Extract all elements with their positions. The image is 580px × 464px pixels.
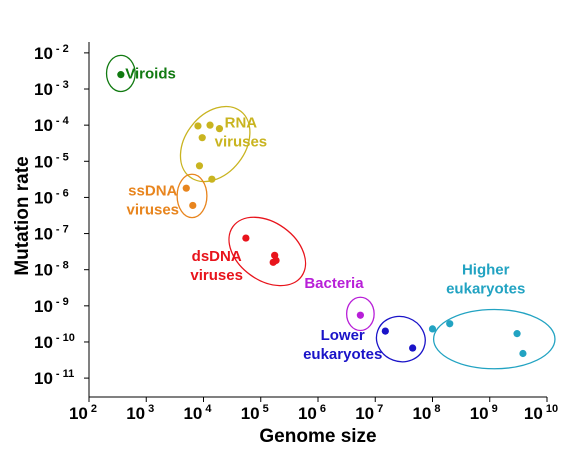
- point-higher-eukaryotes-3: [513, 330, 521, 338]
- y-tick-label: 10- 3: [34, 79, 69, 99]
- x-tick-label: 10 4: [183, 403, 212, 423]
- x-tick-label: 10 10: [524, 403, 558, 423]
- point-rna-viruses-3: [215, 125, 224, 133]
- axes: [88, 42, 547, 398]
- y-tick-label: 10- 4: [34, 115, 70, 135]
- y-tick-label: 10- 6: [34, 187, 69, 207]
- x-tick-label: 10 3: [126, 403, 154, 423]
- label-dsdna-viruses: dsDNA viruses: [190, 248, 243, 284]
- label-higher-eukaryotes: Higher eukaryotes: [446, 262, 525, 298]
- region-rna-viruses: [179, 105, 251, 183]
- point-higher-eukaryotes-1: [428, 325, 437, 333]
- y-tick-label: 10- 2: [34, 43, 69, 63]
- point-rna-viruses-4: [198, 134, 206, 142]
- region-ssdna-viruses: [176, 173, 208, 219]
- x-ticks: 10 2 10 3 10 4 10 5 10 6 10 7 10 8 10 9 10 10: [69, 397, 558, 423]
- y-tick-label: 10- 11: [34, 368, 74, 388]
- point-rna-viruses-5: [195, 162, 204, 170]
- x-tick-label: 10 6: [298, 403, 326, 423]
- x-tick-label: 10 5: [241, 403, 269, 423]
- y-tick-label: 10- 10: [34, 332, 75, 352]
- y-axis-title: Mutation rate: [12, 156, 33, 275]
- region-viroids: [105, 54, 136, 93]
- y-tick-label: 10- 8: [34, 260, 69, 280]
- point-dsdna-viruses-1: [242, 234, 250, 242]
- region-higher-eukaryotes: [432, 308, 556, 370]
- point-bacteria-1: [356, 311, 364, 319]
- group-regions: [105, 54, 556, 370]
- point-lower-eukaryotes-2: [409, 344, 417, 352]
- y-ticks: 10- 11 10- 10 10- 9 10- 8 10- 7 10- 6 10- 5 10-…: [34, 43, 89, 388]
- label-lower-eukaryotes: Lower eukaryotes: [303, 327, 382, 363]
- x-tick-label: 10 2: [69, 403, 97, 423]
- point-rna-viruses-6: [208, 175, 216, 183]
- x-tick-label: 10 9: [470, 403, 498, 423]
- y-tick-label: 10- 5: [34, 151, 69, 171]
- x-tick-label: 10 8: [412, 403, 440, 423]
- region-lower-eukaryotes: [375, 315, 426, 363]
- point-ssdna-viruses-2: [189, 201, 197, 210]
- point-viroids-1: [117, 71, 125, 79]
- y-tick-label: 10- 9: [34, 296, 69, 316]
- point-higher-eukaryotes-4: [519, 349, 527, 358]
- data-points: [117, 71, 527, 358]
- point-higher-eukaryotes-2: [446, 320, 454, 328]
- region-bacteria: [345, 296, 375, 332]
- x-tick-label: 10 7: [355, 403, 383, 423]
- point-lower-eukaryotes-1: [381, 327, 389, 335]
- point-dsdna-viruses-4: [269, 258, 277, 266]
- point-ssdna-viruses-1: [182, 184, 190, 192]
- x-axis-title: Genome size: [259, 426, 376, 447]
- label-bacteria: Bacteria: [304, 275, 364, 292]
- point-rna-viruses-2: [206, 121, 214, 129]
- region-dsdna-viruses: [228, 216, 307, 287]
- label-viroids: Viroids: [125, 65, 176, 82]
- label-ssdna-viruses: ssDNA viruses: [126, 182, 179, 218]
- group-labels: Viroids RNA viruses ssDNA viruses dsDNA viruse…: [125, 65, 525, 363]
- y-tick-label: 10- 7: [34, 224, 69, 244]
- label-rna-viruses: RNA viruses: [215, 114, 268, 150]
- point-rna-viruses-1: [194, 122, 202, 130]
